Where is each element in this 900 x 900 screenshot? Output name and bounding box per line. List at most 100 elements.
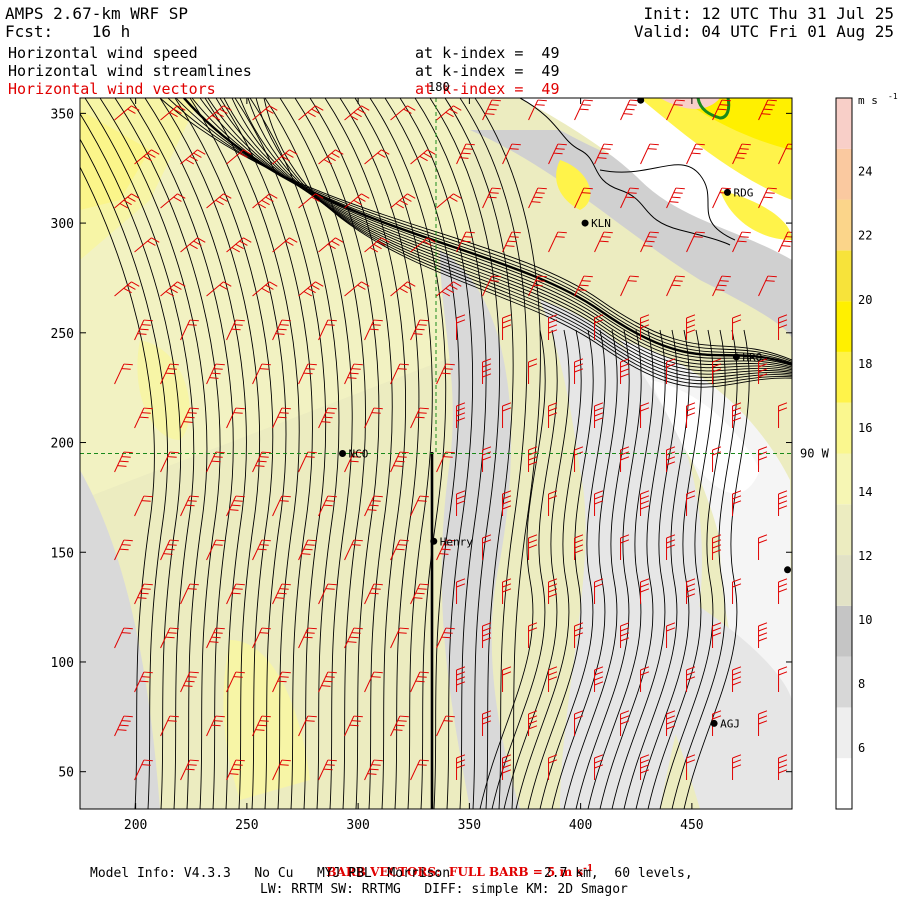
wind-barb — [502, 490, 512, 516]
wind-barb — [206, 193, 232, 209]
wind-barb-flag — [489, 280, 499, 282]
wind-barb-flag — [279, 324, 289, 326]
wind-barb — [390, 715, 409, 737]
wind-barb-flag — [597, 157, 607, 159]
wind-barb-flag — [279, 588, 289, 590]
wind-barb-flag — [548, 759, 558, 764]
wind-barb-flag — [509, 148, 519, 150]
wind-barb — [344, 715, 363, 737]
wind-barb-shaft — [272, 407, 283, 429]
wind-barb-flag — [737, 152, 747, 155]
wind-barb-flag — [482, 710, 492, 715]
wind-barb-flag — [758, 632, 768, 637]
wind-barb — [502, 578, 512, 604]
wind-barb-flag — [583, 99, 593, 102]
east-streamline-1 — [491, 329, 558, 809]
wind-barb-flag — [781, 245, 791, 247]
wind-barb-flag — [620, 358, 630, 363]
wind-barb-flag — [548, 402, 558, 407]
wind-barb-flag — [443, 632, 453, 634]
wind-barb-flag — [211, 724, 221, 727]
wind-barb-flag — [423, 240, 432, 246]
wind-barb-flag — [331, 152, 340, 158]
wind-barb-flag — [732, 500, 742, 505]
wind-barb-flag — [417, 676, 427, 678]
wind-barb-flag — [620, 368, 630, 373]
wind-barb-flag — [640, 490, 650, 495]
wind-barb-flag — [594, 671, 604, 676]
wind-barb-flag — [805, 535, 813, 538]
wind-barb-flag — [303, 372, 313, 375]
wind-barb-flag — [445, 451, 455, 454]
wind-barb-flag — [758, 446, 768, 451]
wind-barb-flag — [453, 281, 462, 287]
wind-barb-flag — [691, 152, 701, 155]
wind-barb-flag — [219, 284, 228, 290]
wind-barb-flag — [321, 421, 331, 423]
wind-barb-shaft — [666, 275, 677, 297]
wind-barb-flag — [127, 284, 136, 290]
wind-barb — [410, 583, 429, 605]
wind-barb-flag — [211, 460, 221, 463]
wind-barb-flag — [581, 192, 591, 194]
wind-barb-flag — [415, 416, 425, 419]
wind-barb — [482, 710, 492, 736]
field-vector-level: at k-index = 49 — [415, 80, 560, 98]
wind-barb-flag — [463, 148, 473, 150]
wind-barb-flag — [419, 583, 429, 586]
wind-barb-flag — [482, 446, 492, 451]
wind-barb-flag — [712, 632, 722, 637]
wind-barb-flag — [233, 676, 243, 678]
wind-barb-flag — [219, 196, 228, 202]
wind-barb-flag — [528, 446, 538, 451]
wind-barb-flag — [640, 407, 650, 412]
wind-barb-flag — [261, 627, 271, 630]
wind-barb-flag — [778, 324, 788, 329]
wind-barb-flag — [686, 412, 696, 417]
wind-barb — [206, 363, 225, 385]
wind-barb-flag — [778, 505, 788, 510]
wind-barb-flag — [395, 460, 405, 463]
wind-barb — [252, 105, 278, 121]
wind-barb — [456, 578, 466, 604]
wind-barb-flag — [712, 544, 722, 549]
wind-barb-flag — [623, 113, 633, 115]
wind-barb-flag — [399, 363, 409, 366]
wind-barb-flag — [185, 159, 195, 165]
wind-barb-flag — [487, 196, 497, 199]
wind-barb-flag — [445, 627, 455, 630]
colorbar-label: 18 — [858, 357, 872, 371]
wind-barb — [318, 759, 337, 781]
wind-barb-flag — [732, 319, 742, 324]
wind-barb-shaft — [298, 193, 316, 209]
wind-barb-flag — [778, 666, 788, 671]
wind-barb-shaft — [344, 451, 355, 473]
wind-barb — [252, 627, 271, 649]
x-tick-label: 250 — [235, 818, 258, 833]
wind-barb-flag — [213, 456, 223, 458]
wind-barb-flag — [353, 199, 362, 206]
wind-barb-flag — [327, 155, 336, 162]
wind-barb-flag — [778, 583, 788, 588]
wind-barb-flag — [327, 759, 337, 762]
wind-barb — [180, 495, 199, 517]
wind-barb-flag — [456, 495, 466, 500]
wind-barb-flag — [257, 203, 267, 209]
wind-barb-shaft — [318, 237, 336, 253]
wind-barb-shaft — [206, 363, 217, 385]
wind-barb-flag — [261, 451, 271, 454]
wind-barb-flag — [528, 622, 538, 627]
wind-barb-flag — [814, 276, 823, 277]
wind-barb-flag — [825, 672, 833, 675]
wind-barb-flag — [347, 377, 357, 379]
wind-barb-flag — [445, 539, 455, 542]
wind-barb-flag — [143, 583, 153, 586]
wind-barb — [134, 237, 160, 253]
x-tick-label: 350 — [458, 818, 481, 833]
wind-barb-flag — [456, 319, 466, 324]
wind-barb — [805, 535, 813, 560]
wind-barb — [712, 534, 722, 560]
wind-barb-flag — [758, 456, 768, 461]
wind-barb-shaft — [758, 187, 769, 209]
wind-barb — [594, 578, 604, 604]
